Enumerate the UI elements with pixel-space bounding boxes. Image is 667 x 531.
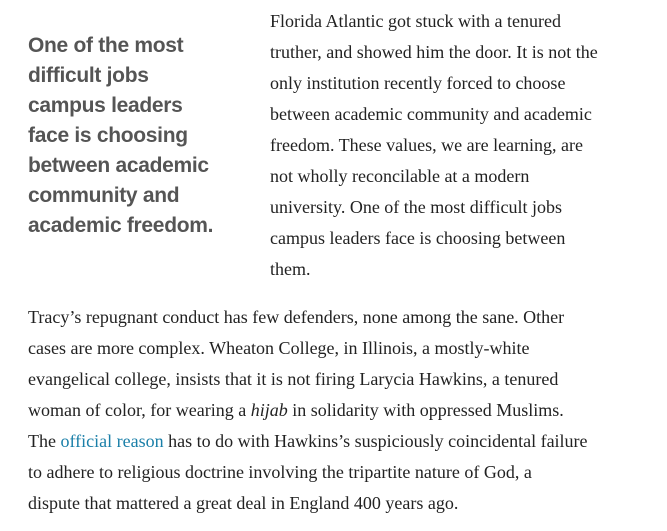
text: woman of color, for wearing a [28, 400, 251, 420]
text-line: to adhere to religious doctrine involvin… [28, 462, 532, 482]
pull-quote-line: One of the most [28, 34, 184, 57]
pull-quote-line: campus leaders [28, 94, 183, 117]
text-line: university. One of the most difficult jo… [270, 197, 562, 217]
pull-quote-line: between academic [28, 154, 209, 177]
official-reason-link[interactable]: official reason [60, 431, 164, 451]
pull-quote-line: face is choosing [28, 124, 188, 147]
text-line: campus leaders face is choosing between [270, 228, 566, 248]
text-line: between academic community and academic [270, 104, 592, 124]
text: in solidarity with oppressed Muslims. [287, 400, 564, 420]
text-line: them. [270, 259, 311, 279]
text-line: cases are more complex. Wheaton College,… [28, 338, 530, 358]
text-line: freedom. These values, we are learning, … [270, 135, 584, 155]
text-line: not wholly reconcilable at a modern [270, 166, 530, 186]
pull-quote: One of the most difficult jobs campus le… [28, 31, 258, 241]
text-line: woman of color, for wearing a hijab in s… [28, 395, 588, 426]
text: has to do with Hawkins’s suspiciously co… [163, 431, 588, 451]
pull-quote-line: academic freedom. [28, 214, 214, 237]
text-line: truther, and showed him the door. It is … [270, 42, 598, 62]
paragraph-wheaton: Tracy’s repugnant conduct has few defend… [28, 302, 588, 519]
text-line: evangelical college, insists that it is … [28, 369, 559, 389]
pull-quote-line: difficult jobs [28, 64, 149, 87]
text-line: Florida Atlantic got stuck with a tenure… [270, 11, 561, 31]
text-line: dispute that mattered a great deal in En… [28, 493, 459, 513]
italic-hijab: hijab [250, 400, 288, 420]
text-line: only institution recently forced to choo… [270, 73, 566, 93]
pull-quote-line: community and [28, 184, 180, 207]
text: The [28, 431, 61, 451]
paragraph-florida-atlantic: Florida Atlantic got stuck with a tenure… [270, 6, 598, 285]
text-line: The official reason has to do with Hawki… [28, 426, 588, 457]
text-line: Tracy’s repugnant conduct has few defend… [28, 307, 565, 327]
